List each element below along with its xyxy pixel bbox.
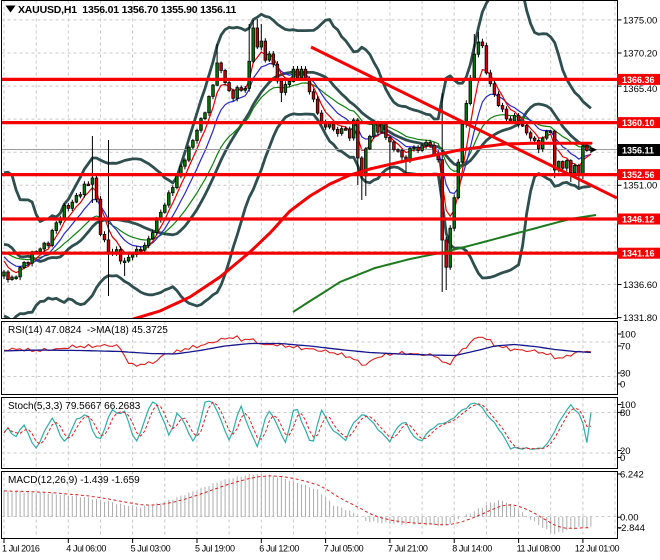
- svg-text:1351.00: 1351.00: [623, 181, 657, 192]
- svg-text:XAUUSD,H1 1356.01 1356.70 135: XAUUSD,H1 1356.01 1356.70 1355.90 1356.1…: [18, 4, 236, 16]
- svg-text:MACD(12,26,9) -1.439 -1.659: MACD(12,26,9) -1.439 -1.659: [8, 475, 140, 486]
- svg-text:Stoch(5,3,3) 79.5667 66.2683: Stoch(5,3,3) 79.5667 66.2683: [8, 401, 141, 412]
- svg-text:1360.10: 1360.10: [622, 118, 655, 128]
- svg-text:1366.36: 1366.36: [622, 75, 655, 85]
- svg-text:100: 100: [620, 329, 636, 340]
- svg-text:RSI(14) 47.0824 ->MA(18) 45.3: RSI(14) 47.0824 ->MA(18) 45.3725: [8, 325, 168, 336]
- svg-text:1356.11: 1356.11: [622, 146, 654, 156]
- svg-text:7 Jul 21:00: 7 Jul 21:00: [388, 543, 428, 553]
- svg-text:1370.20: 1370.20: [623, 48, 657, 59]
- svg-text:0: 0: [620, 453, 625, 464]
- svg-text:20: 20: [620, 446, 631, 457]
- svg-text:6 Jul 12:00: 6 Jul 12:00: [259, 543, 299, 553]
- svg-text:1346.12: 1346.12: [622, 215, 655, 225]
- svg-text:1375.00: 1375.00: [623, 15, 657, 26]
- svg-text:30: 30: [620, 368, 631, 379]
- svg-text:-2.844: -2.844: [618, 523, 645, 534]
- svg-text:70: 70: [620, 341, 631, 352]
- svg-text:80: 80: [620, 408, 631, 419]
- svg-text:1365.40: 1365.40: [623, 84, 657, 95]
- svg-text:7 Jul 05:00: 7 Jul 05:00: [324, 543, 364, 553]
- svg-text:5 Jul 19:00: 5 Jul 19:00: [195, 543, 235, 553]
- svg-text:1 Jul 2016: 1 Jul 2016: [2, 543, 40, 553]
- svg-text:1336.60: 1336.60: [623, 280, 657, 291]
- svg-text:8 Jul 14:00: 8 Jul 14:00: [452, 543, 492, 553]
- svg-text:100: 100: [620, 400, 636, 411]
- svg-text:12 Jul 01:00: 12 Jul 01:00: [575, 543, 620, 553]
- svg-text:5 Jul 03:00: 5 Jul 03:00: [131, 543, 171, 553]
- svg-text:0: 0: [620, 379, 625, 390]
- svg-text:6.242: 6.242: [620, 469, 644, 480]
- svg-text:4 Jul 06:00: 4 Jul 06:00: [66, 543, 106, 553]
- svg-text:0.00: 0.00: [620, 513, 639, 524]
- svg-text:1341.16: 1341.16: [622, 249, 655, 259]
- svg-text:1331.80: 1331.80: [623, 313, 657, 324]
- svg-text:11 Jul 08:00: 11 Jul 08:00: [517, 543, 561, 553]
- svg-text:1352.56: 1352.56: [622, 170, 655, 180]
